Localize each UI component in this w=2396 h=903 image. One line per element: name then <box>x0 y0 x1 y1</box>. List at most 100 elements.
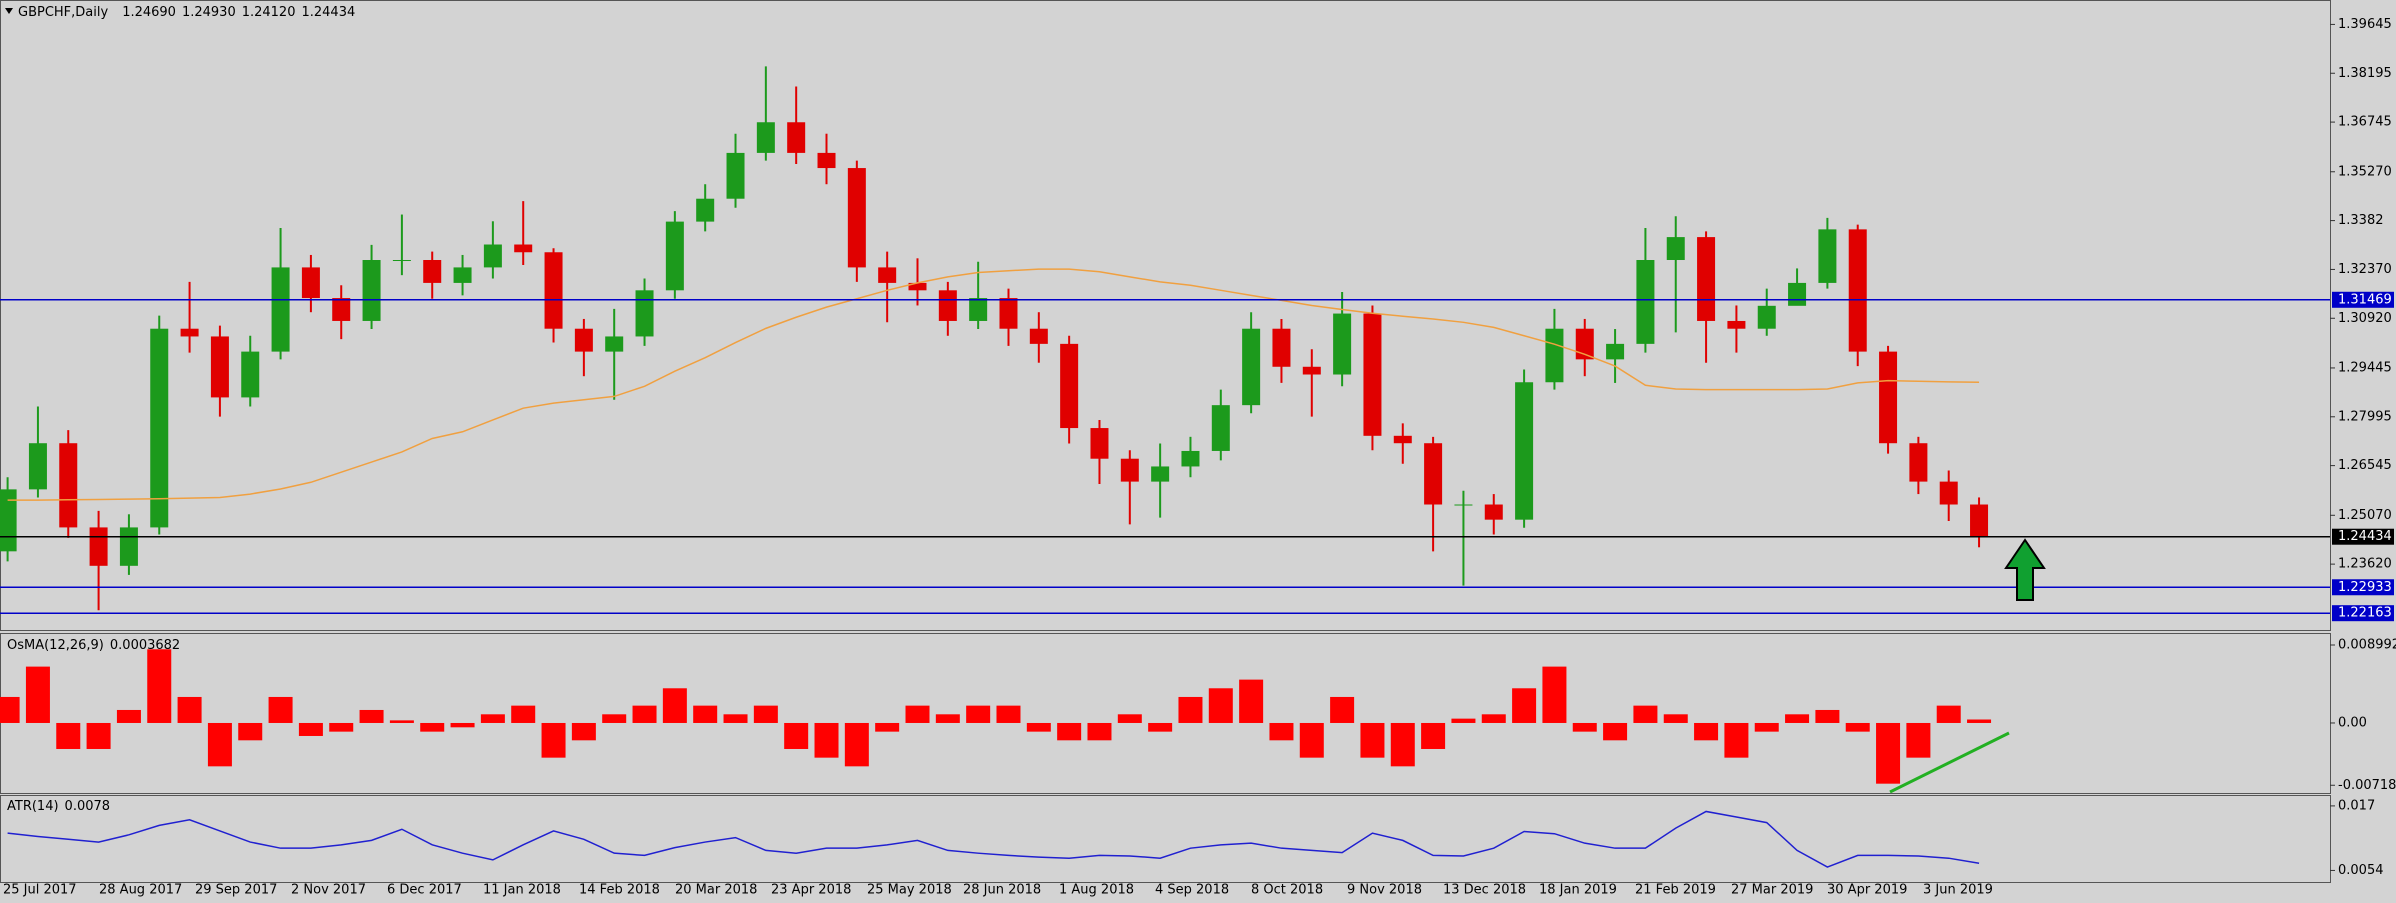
candle-body <box>1575 328 1594 360</box>
candle-body <box>1181 450 1200 467</box>
candle-body <box>1211 405 1230 451</box>
candle-body <box>1939 481 1958 505</box>
y-tick-label: 1.3382 <box>2338 213 2384 228</box>
candle-body <box>1848 229 1867 352</box>
y-tick-label: 1.23620 <box>2338 557 2392 572</box>
histogram-bar <box>1087 722 1112 741</box>
x-tick-label: 28 Aug 2017 <box>99 883 182 898</box>
histogram-bar <box>1178 696 1203 723</box>
histogram-bar <box>1390 722 1415 767</box>
histogram-bar <box>1845 722 1870 732</box>
moving-average <box>7 268 1980 501</box>
y-tick-label: 1.39645 <box>2338 17 2392 32</box>
candle-body <box>423 260 442 283</box>
y-tick-label: -0.007183 <box>2338 778 2396 793</box>
indicator-value: 0.0003682 <box>110 638 180 653</box>
histogram-bar <box>693 705 718 723</box>
level-label-bg <box>2332 291 2394 308</box>
histogram-bar <box>1208 688 1233 723</box>
histogram-bar <box>1906 722 1931 758</box>
indicator-name: ATR(14) <box>7 799 59 814</box>
candle-body <box>1636 260 1655 344</box>
y-tick-label: 1.30920 <box>2338 311 2392 326</box>
histogram-bar <box>602 714 627 723</box>
candle-body <box>726 152 745 199</box>
x-tick-label: 3 Jun 2019 <box>1923 883 1993 898</box>
histogram-bar <box>541 722 566 758</box>
candle-body <box>1545 328 1564 383</box>
histogram-bar <box>177 696 202 723</box>
candle-body <box>483 244 502 268</box>
histogram-bar <box>1936 705 1961 723</box>
candle-body <box>89 527 108 566</box>
histogram-bar <box>1603 722 1628 741</box>
candle-body <box>210 336 229 398</box>
histogram-bar <box>1330 696 1355 723</box>
pane-title: ATR(14) 0.0078 <box>7 799 110 814</box>
candle-body <box>999 298 1018 329</box>
y-tick-label: 1.36745 <box>2338 115 2392 130</box>
candle-body <box>787 122 806 153</box>
x-tick-label: 9 Nov 2018 <box>1347 883 1422 898</box>
level-label-bg <box>2332 528 2394 545</box>
atr-pane-border <box>0 795 2331 883</box>
pane-title: OsMA(12,26,9) 0.0003682 <box>7 638 180 653</box>
x-tick-label: 29 Sep 2017 <box>195 883 277 898</box>
candle-body <box>453 267 472 283</box>
y-tick-label: 1.32370 <box>2338 262 2392 277</box>
histogram-bar <box>298 722 323 736</box>
histogram-bar <box>1542 666 1567 723</box>
candle-body <box>696 198 715 222</box>
candle-body <box>301 267 320 299</box>
histogram-bar <box>1876 722 1901 784</box>
histogram-bar <box>966 705 991 723</box>
x-tick-label: 28 Jun 2018 <box>963 883 1041 898</box>
up-arrow <box>2004 538 2046 601</box>
candle-body <box>150 328 169 528</box>
x-tick-label: 14 Feb 2018 <box>579 883 660 898</box>
symbol: GBPCHF,Daily <box>18 5 108 20</box>
candle-body <box>1454 504 1473 506</box>
histogram-bar <box>389 720 414 723</box>
x-tick-label: 27 Mar 2019 <box>1731 883 1813 898</box>
level-label: 1.24434 <box>2338 529 2392 544</box>
histogram-bar <box>480 714 505 723</box>
candle-body <box>1151 466 1170 482</box>
histogram-bar <box>875 722 900 732</box>
histogram-bar <box>25 666 50 723</box>
histogram-bar <box>571 722 596 741</box>
menu-triangle[interactable] <box>5 8 13 14</box>
candle-body <box>817 152 836 169</box>
histogram-bar <box>1785 714 1810 723</box>
histogram-bar <box>268 696 293 723</box>
candle-body <box>1029 328 1048 344</box>
histogram-bar <box>1239 679 1264 723</box>
candle-body <box>332 298 351 321</box>
header: GBPCHF,Daily 1.24690 1.24930 1.24120 1.24434 <box>18 5 355 20</box>
x-tick-label: 6 Dec 2017 <box>387 883 462 898</box>
candle-body <box>1393 435 1412 444</box>
candle-body <box>28 443 47 490</box>
histogram-bar <box>0 696 20 723</box>
histogram-bar <box>1117 714 1142 723</box>
histogram-bar <box>753 705 778 723</box>
histogram-bar <box>784 722 809 749</box>
x-tick-label: 20 Mar 2018 <box>675 883 757 898</box>
histogram-bar <box>632 705 657 723</box>
x-tick-label: 2 Nov 2017 <box>291 883 366 898</box>
x-tick-label: 1 Aug 2018 <box>1059 883 1134 898</box>
x-tick-label: 23 Apr 2018 <box>771 883 851 898</box>
histogram-bar <box>329 722 354 732</box>
x-tick-label: 21 Feb 2019 <box>1635 883 1716 898</box>
candle-body <box>271 267 290 352</box>
indicator-value: 0.0078 <box>65 799 111 814</box>
histogram-bar <box>1724 722 1749 758</box>
candle-body <box>1090 428 1109 459</box>
level-label: 1.22933 <box>2338 580 2392 595</box>
histogram-bar <box>1451 718 1476 723</box>
candle-body <box>1242 328 1261 406</box>
candle-body <box>0 489 17 552</box>
candle-body <box>605 336 624 352</box>
candle-body <box>574 328 593 352</box>
